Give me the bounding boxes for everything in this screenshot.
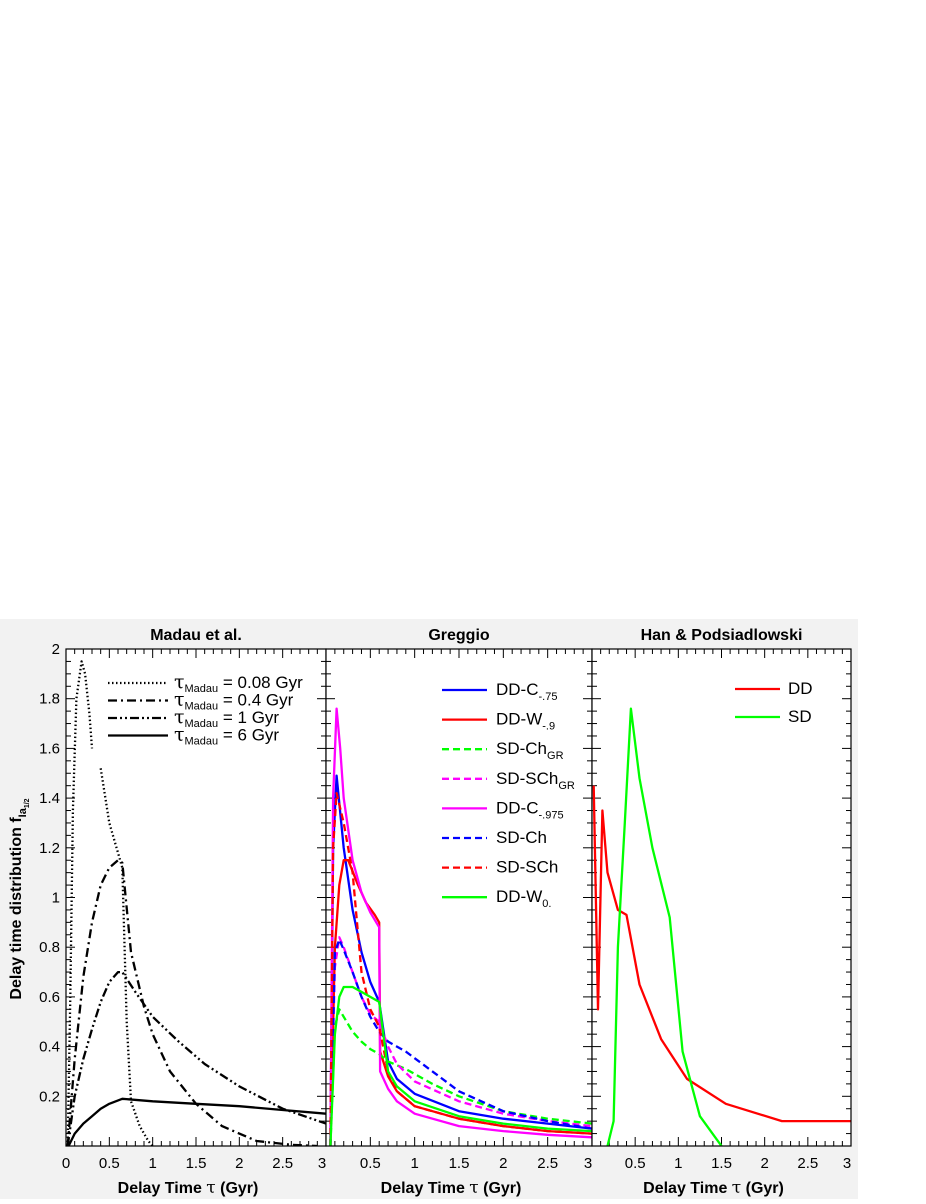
legend: DD SD [735, 679, 813, 726]
y-tick-label: 1.6 [39, 740, 60, 757]
y-axis-label: Delay time distribution fIa1/2 [8, 798, 31, 999]
y-tick-label: 0.4 [39, 1039, 60, 1056]
series-line [66, 660, 94, 1146]
x-tick-label: 0 [62, 1155, 70, 1172]
panel-1: Madau et al. 0 0.5 1 1.5 2 2.5 3 Delay Time τ (G… [62, 627, 327, 1198]
legend-label: SD [788, 707, 812, 726]
x-tick-label: 3 [318, 1155, 326, 1172]
y-tick-label: 1.2 [39, 840, 60, 857]
plot-area [66, 649, 326, 1146]
x-tick-label: 3 [584, 1155, 592, 1172]
plot-area [592, 649, 851, 1146]
x-tick-label: 2.5 [797, 1155, 818, 1172]
x-tick-label: 2.5 [537, 1155, 558, 1172]
panel-2: Greggio 0.5 1 1.5 2 2.5 3 Delay Time τ (Gyr) DD-… [325, 627, 593, 1198]
y-tick-label: 1.4 [39, 790, 60, 807]
legend: DD-C-.75 DD-W-.9 SD-ChGR SD-SChGR DD-C-.975 S… [442, 680, 575, 910]
panel-3: Han & Podsiadlowski 0.5 1 1.5 2 2.5 3 Delay Tim… [591, 627, 852, 1198]
legend-label: τMadau = 1 Gyr [174, 706, 279, 730]
x-tick-label: 1 [674, 1155, 682, 1172]
y-tick-label: 0.2 [39, 1088, 60, 1105]
panel-title: Madau et al. [150, 627, 242, 644]
series-line [99, 768, 154, 1146]
x-tick-label: 0.5 [625, 1155, 646, 1172]
panel-title: Han & Podsiadlowski [641, 627, 803, 644]
x-tick-label: 2.5 [272, 1155, 293, 1172]
legend-label: τMadau = 0.08 Gyr [174, 671, 303, 695]
y-tick-label: 0.6 [39, 989, 60, 1006]
legend-label: SD-ChGR [496, 739, 564, 762]
x-tick-label: 0.5 [360, 1155, 381, 1172]
x-tick-label: 1 [148, 1155, 156, 1172]
series-line [329, 985, 592, 1146]
legend-label: SD-SChGR [496, 769, 575, 792]
legend-label: τMadau = 0.4 Gyr [174, 689, 294, 713]
x-tick-label: 3 [843, 1155, 851, 1172]
legend-label: SD-SCh [496, 858, 558, 877]
chart-svg: Delay time distribution fIa1/2 0.2 0.4 0.6 0… [8, 627, 852, 1198]
x-tick-label: 1.5 [186, 1155, 207, 1172]
x-axis-label: Delay Time τ (Gyr) [643, 1178, 784, 1198]
legend-label: SD-Ch [496, 828, 547, 847]
legend-label: τMadau = 6 Gyr [174, 724, 279, 748]
x-tick-label: 0.5 [99, 1155, 120, 1172]
y-tick-label: 1 [52, 890, 60, 907]
series-line [592, 785, 851, 1123]
legend-label: DD [788, 679, 813, 698]
legend-label: DD-C-.975 [496, 798, 564, 821]
panel-title: Greggio [428, 627, 490, 644]
x-tick-label: 1.5 [711, 1155, 732, 1172]
plot-frame [591, 648, 852, 1147]
y-tick-label: 2 [52, 641, 60, 658]
x-tick-label: 2 [760, 1155, 768, 1172]
legend-label: DD-C-.75 [496, 680, 557, 703]
x-tick-label: 1.5 [449, 1155, 470, 1172]
series-line [606, 707, 723, 1146]
series-group [66, 660, 326, 1146]
series-group [329, 707, 592, 1146]
x-tick-label: 2 [499, 1155, 507, 1172]
series-line [329, 938, 592, 1146]
legend-label: DD-W-.9 [496, 710, 555, 733]
x-tick-label: 2 [235, 1155, 243, 1172]
y-tick-label: 1.8 [39, 691, 60, 708]
series-line [329, 791, 592, 1146]
y-tick-label: 0.8 [39, 939, 60, 956]
figure: Delay time distribution fIa1/2 0.2 0.4 0.6 0… [0, 619, 858, 1199]
series-line [66, 859, 318, 1146]
x-axis-label: Delay Time τ (Gyr) [381, 1178, 522, 1198]
series-group [592, 707, 851, 1146]
series-line [329, 707, 592, 1146]
legend-label: DD-W0. [496, 887, 551, 910]
series-line [67, 1097, 326, 1146]
x-tick-label: 1 [410, 1155, 418, 1172]
x-axis-label: Delay Time τ (Gyr) [118, 1178, 259, 1198]
